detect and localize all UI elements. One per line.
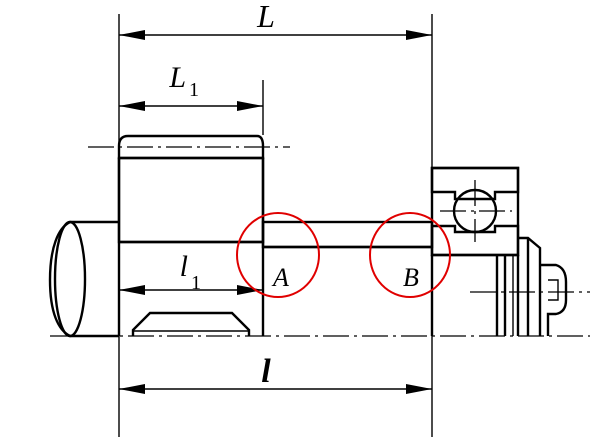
svg-text:L: L [168, 61, 186, 94]
extension-lines [118, 14, 433, 437]
left-shaft-end [48, 220, 119, 338]
dimension-key-length: l 1 [119, 250, 263, 295]
bearing-right [430, 166, 520, 336]
label-bearing-span: l [261, 353, 271, 390]
label-point-a: A [271, 263, 289, 292]
gear-section [88, 134, 290, 336]
keyway-outline [131, 311, 251, 336]
label-gear-hub-length: L [168, 61, 186, 94]
label-point-b: B [403, 263, 419, 292]
label-overall-length: L [256, 0, 275, 34]
highlight-circle-a [236, 212, 320, 298]
label-key-length-sub: 1 [191, 272, 201, 294]
label-gear-hub-length-sub: 1 [189, 79, 199, 101]
highlight-circle-b [369, 212, 451, 298]
right-end-cover [470, 236, 590, 336]
dimension-overall-length: L [119, 0, 432, 40]
label-key-length: l [180, 250, 188, 283]
dimension-bearing-span: l [119, 353, 432, 394]
highlight-circles [236, 212, 451, 298]
dimension-gear-hub-length: L 1 [119, 61, 263, 111]
shaft-middle-section [261, 220, 434, 249]
